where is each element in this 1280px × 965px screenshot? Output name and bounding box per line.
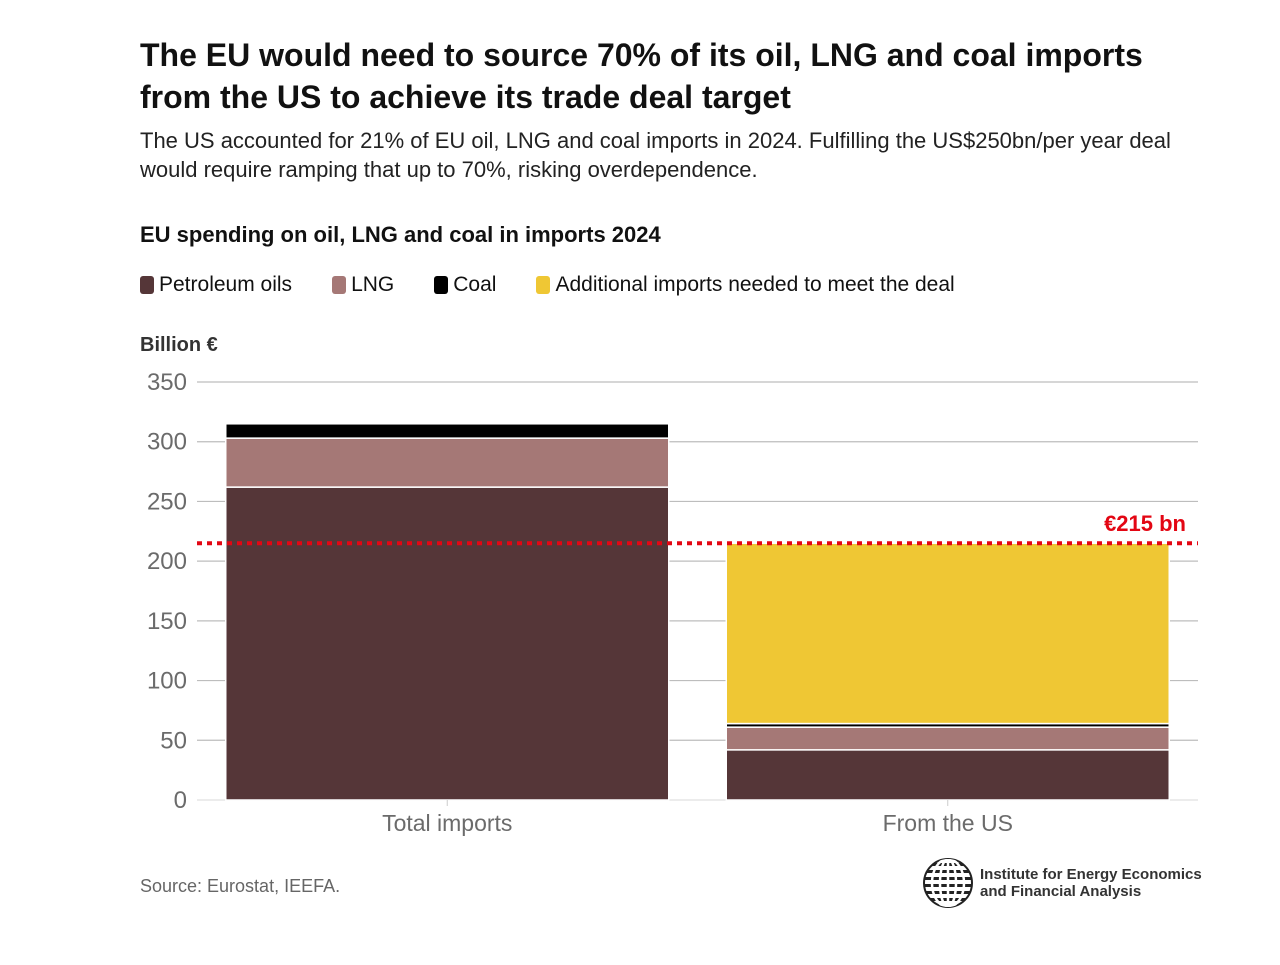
- bar-segment: [725, 749, 1170, 801]
- legend-swatch-lng: [332, 276, 347, 294]
- y-tick-label: 200: [147, 548, 187, 575]
- y-tick-label: 100: [147, 668, 187, 695]
- legend-label-additional: Additional imports needed to meet the de…: [555, 273, 955, 296]
- y-tick-label: 250: [147, 488, 187, 515]
- bar-segment: [725, 726, 1170, 751]
- legend-item-petroleum: Petroleum oils: [140, 273, 292, 297]
- source-note: Source: Eurostat, IEEFA.: [140, 876, 341, 896]
- chart-inner-title: EU spending on oil, LNG and coal in impo…: [140, 222, 661, 247]
- chart-title-main: The EU would need to source 70% of its o…: [140, 37, 1143, 115]
- y-tick-label: 350: [147, 369, 187, 396]
- target-line-label: €215 bn: [1104, 511, 1186, 536]
- y-tick-label: 50: [160, 727, 187, 754]
- legend-label-coal: Coal: [453, 273, 497, 296]
- y-tick-label: 300: [147, 429, 187, 456]
- legend: Petroleum oils LNG Coal Additional impor…: [140, 271, 995, 299]
- chart-subtitle: The US accounted for 21% of EU oil, LNG …: [140, 128, 1171, 182]
- legend-label-petroleum: Petroleum oils: [159, 273, 293, 296]
- y-tick-label: 0: [174, 787, 187, 814]
- bar-segment: [225, 437, 670, 488]
- logo-line-1: Institute for Energy Economics: [980, 866, 1202, 883]
- x-tick-label: Total imports: [382, 810, 512, 836]
- ieefa-logo: Institute for Energy Economics and Finan…: [922, 857, 1202, 909]
- bar-segment: [725, 542, 1170, 725]
- y-axis-unit-label: Billion €: [140, 334, 218, 356]
- logo-line-2: and Financial Analysis: [980, 883, 1142, 900]
- legend-swatch-additional: [536, 276, 551, 294]
- legend-swatch-petroleum: [140, 276, 154, 294]
- y-tick-label: 150: [147, 608, 187, 635]
- bar-segment: [225, 486, 670, 801]
- legend-label-lng: LNG: [351, 273, 395, 296]
- x-tick-label: From the US: [883, 810, 1013, 836]
- legend-item-coal: Coal: [434, 273, 496, 297]
- legend-item-lng: LNG: [332, 273, 394, 297]
- chart-plot: 0 50 100 150 200 250 300 350 Total imports From t…: [147, 369, 1198, 836]
- bar-segment: [225, 423, 670, 439]
- logo-text: Institute for Energy Economics and Finan…: [980, 866, 1202, 900]
- legend-item-additional: Additional imports needed to meet the de…: [536, 273, 955, 297]
- legend-swatch-coal: [434, 276, 449, 294]
- globe-icon: [923, 858, 973, 908]
